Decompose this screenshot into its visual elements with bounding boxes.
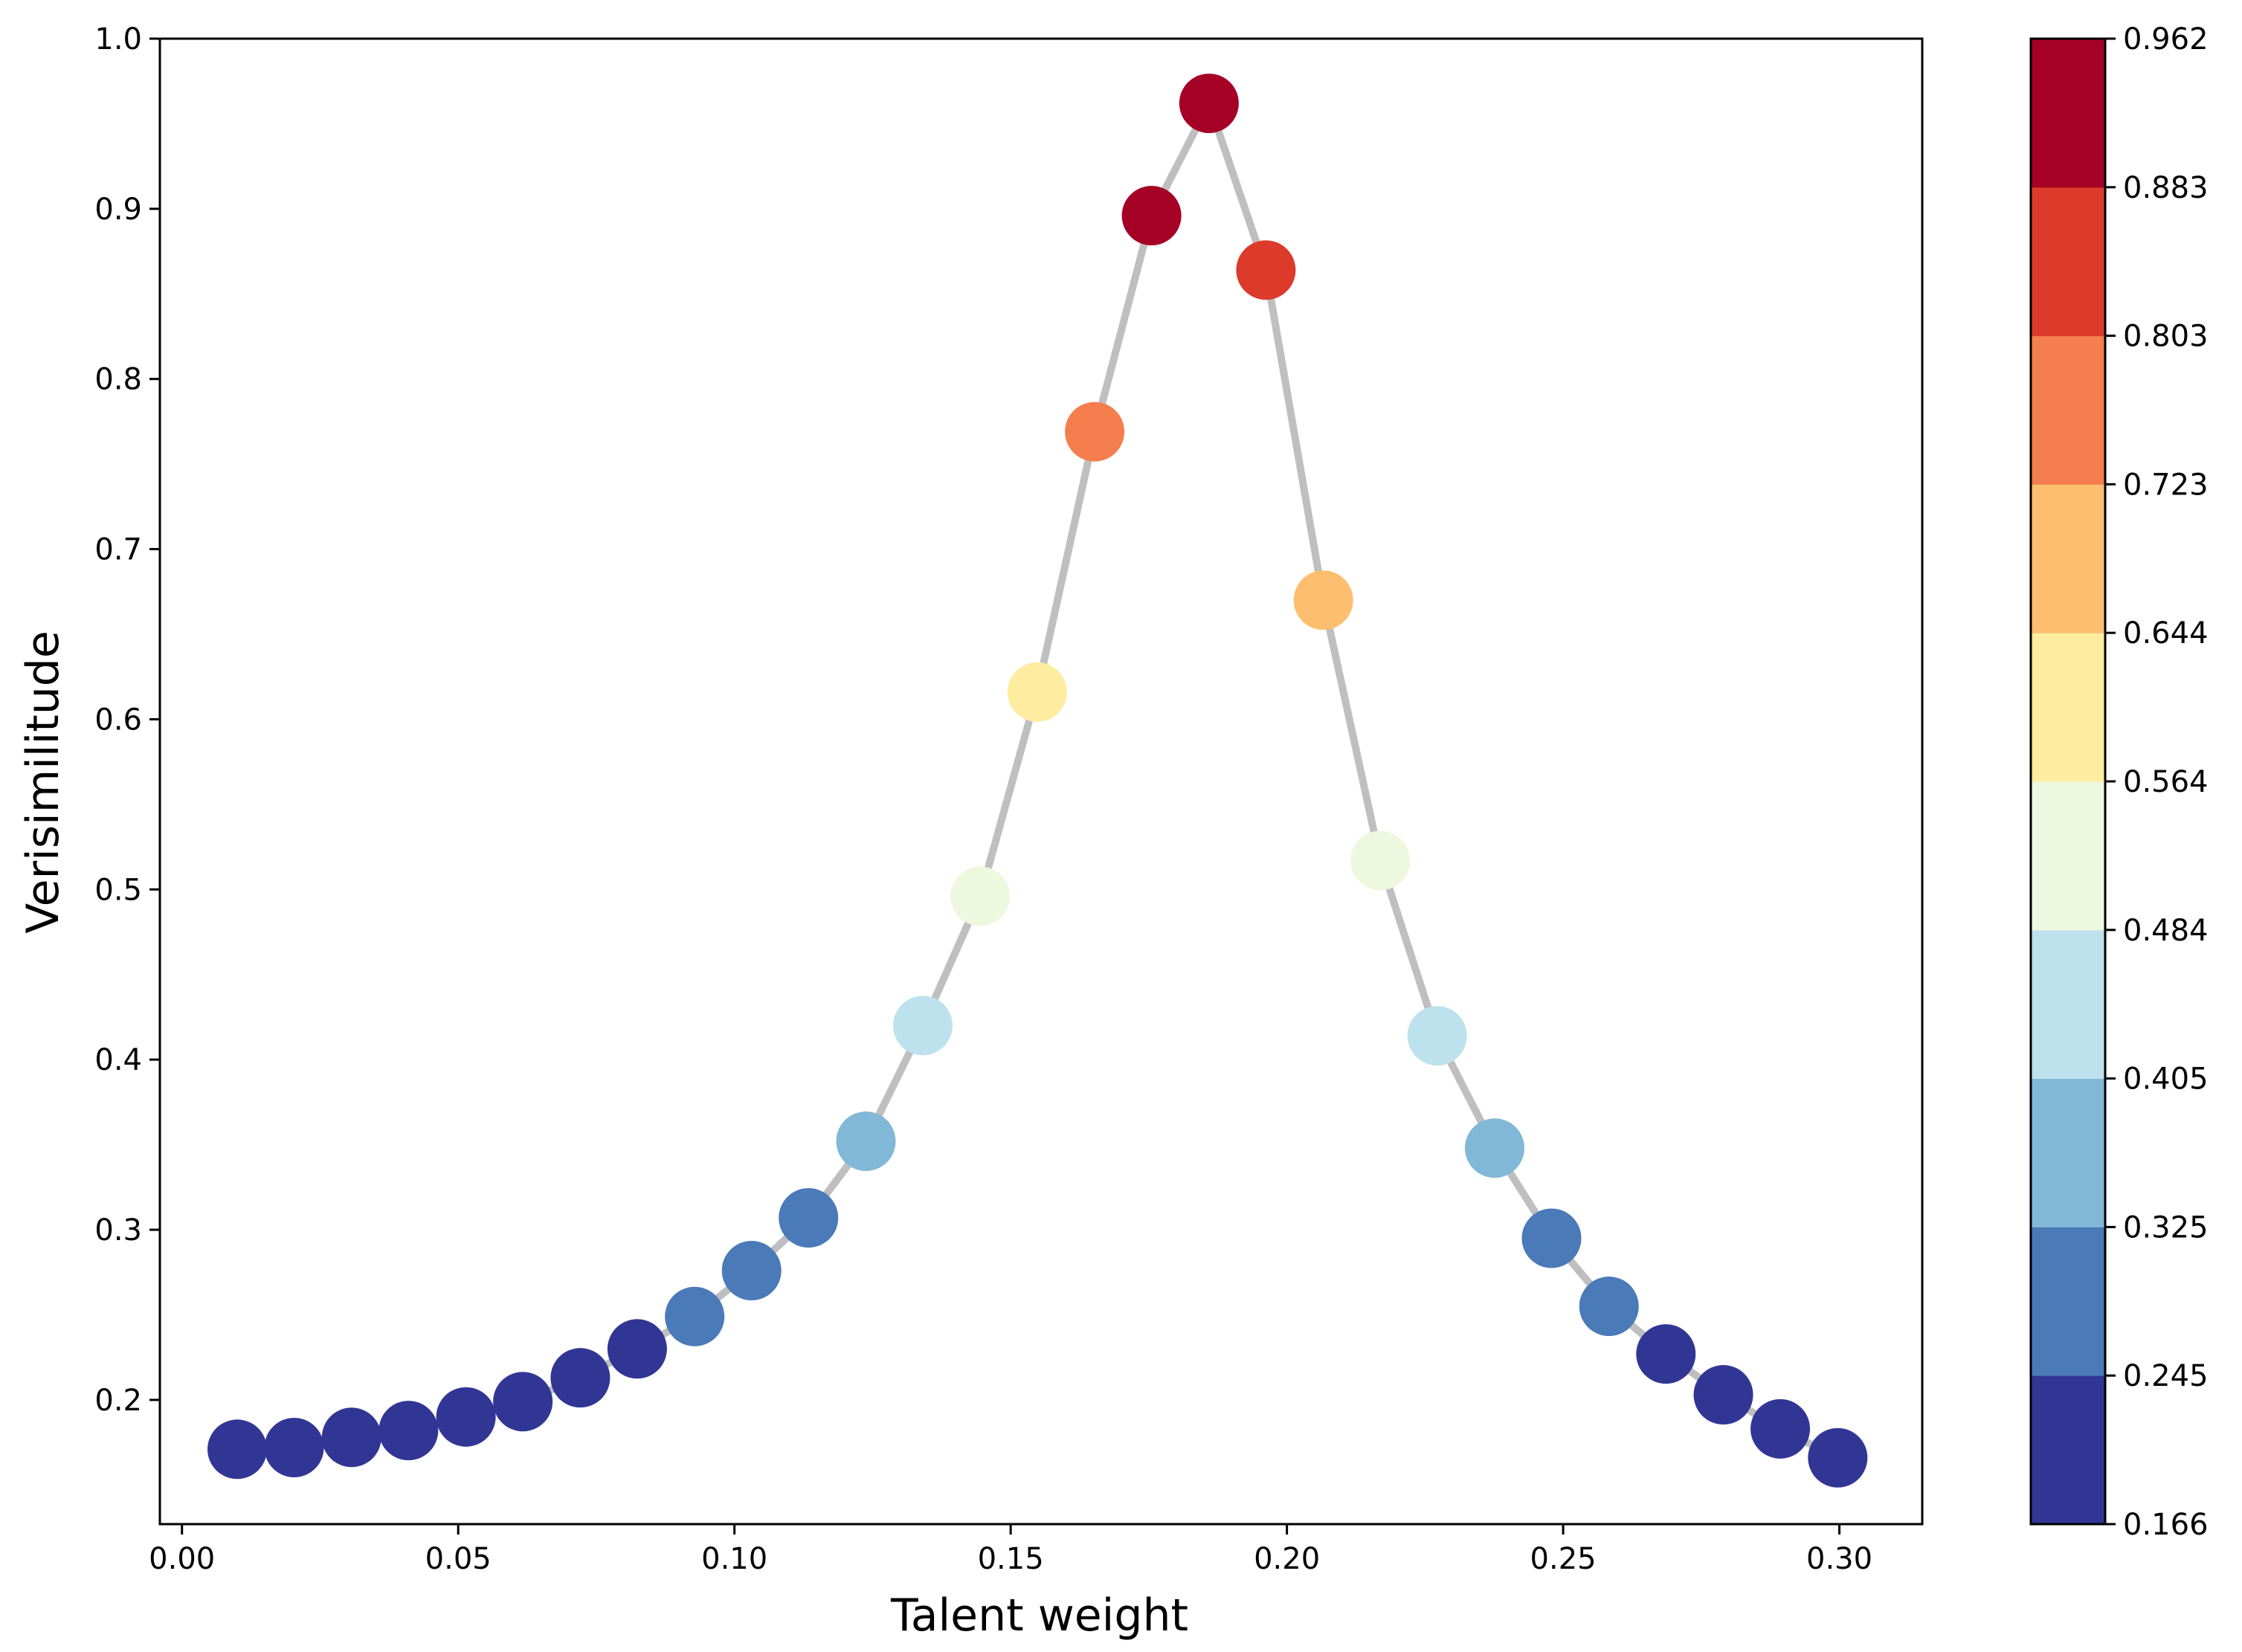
colorbar-segment: [2031, 187, 2105, 337]
y-tick-label: 0.5: [94, 873, 142, 907]
data-point: [1693, 1365, 1753, 1425]
data-point: [1636, 1324, 1696, 1384]
colorbar-segment: [2031, 929, 2105, 1080]
colorbar-segment: [2031, 1227, 2105, 1376]
x-tick-label: 0.30: [1806, 1542, 1872, 1576]
data-point: [779, 1188, 839, 1248]
y-tick-label: 0.7: [94, 533, 142, 567]
data-point: [1750, 1398, 1811, 1459]
data-point: [1350, 830, 1411, 891]
data-point: [893, 996, 953, 1056]
colorbar-tick-label: 0.245: [2123, 1359, 2209, 1393]
x-tick-label: 0.25: [1530, 1542, 1597, 1576]
data-point: [1579, 1277, 1639, 1337]
colorbar-tick-label: 0.962: [2123, 22, 2209, 57]
colorbar-tick-label: 0.166: [2123, 1508, 2209, 1542]
y-tick-label: 0.3: [94, 1213, 142, 1248]
colorbar-tick-label: 0.325: [2123, 1210, 2209, 1245]
data-point: [1121, 186, 1182, 246]
y-tick-label: 0.4: [94, 1043, 142, 1077]
colorbar-tick-label: 0.883: [2123, 171, 2209, 205]
plot-frame: [158, 37, 1924, 1526]
data-point: [321, 1407, 381, 1468]
colorbar-tick-label: 0.405: [2123, 1062, 2209, 1097]
x-axis-ticks: 0.00 0.05 0.10 0.15 0.20 0.25 0.30: [149, 1524, 1872, 1576]
data-point: [1521, 1208, 1582, 1268]
data-point: [493, 1372, 553, 1432]
data-point: [264, 1418, 324, 1478]
colorbar-segment: [2031, 781, 2105, 931]
x-axis-label: Talent weight: [890, 1590, 1188, 1642]
x-tick-label: 0.10: [701, 1542, 767, 1576]
data-point: [379, 1401, 439, 1461]
x-tick-label: 0.00: [149, 1542, 215, 1576]
y-tick-label: 0.2: [94, 1384, 142, 1418]
plot-background: [160, 39, 1922, 1524]
y-axis-ticks: 0.2 0.3 0.4 0.5 0.6 0.7 0.8 0.9 1.0: [94, 22, 160, 1418]
x-tick-label: 0.15: [978, 1542, 1044, 1576]
data-point: [1293, 570, 1353, 630]
y-tick-label: 0.8: [94, 363, 142, 397]
data-point: [607, 1319, 667, 1379]
colorbar-segment: [2031, 39, 2105, 188]
colorbar-segment: [2031, 335, 2105, 485]
colorbar-tick-label: 0.484: [2123, 914, 2209, 948]
colorbar-tick-label: 0.644: [2123, 616, 2209, 651]
colorbar-tick-label: 0.803: [2123, 320, 2209, 354]
colorbar-segment: [2031, 633, 2105, 782]
data-point: [1464, 1118, 1524, 1178]
data-point: [721, 1240, 782, 1300]
data-point: [1065, 401, 1125, 462]
colorbar: [2031, 39, 2105, 1525]
x-tick-label: 0.05: [425, 1542, 492, 1576]
y-tick-label: 0.6: [94, 703, 142, 737]
data-point: [207, 1419, 268, 1480]
data-point: [1808, 1427, 1868, 1488]
colorbar-segment: [2031, 1375, 2105, 1525]
colorbar-tick-label: 0.723: [2123, 468, 2209, 502]
data-point: [950, 866, 1011, 926]
y-axis-label: Verisimilitude: [17, 630, 69, 934]
colorbar-ticks: 0.166 0.245 0.325 0.405 0.484 0.564 0.644 0.723…: [2105, 22, 2209, 1542]
data-point: [1007, 662, 1067, 722]
data-points-layer: [207, 73, 1868, 1488]
data-point: [836, 1111, 896, 1172]
colorbar-segment: [2031, 484, 2105, 633]
data-point: [1407, 1006, 1467, 1066]
x-tick-label: 0.20: [1254, 1542, 1320, 1576]
data-point: [436, 1387, 496, 1447]
colorbar-segment: [2031, 1078, 2105, 1227]
y-tick-label: 0.9: [94, 193, 142, 227]
data-point: [550, 1348, 611, 1408]
colorbar-tick-label: 0.564: [2123, 765, 2209, 799]
data-point: [1179, 73, 1239, 133]
data-point: [665, 1286, 725, 1346]
y-tick-label: 1.0: [94, 22, 142, 57]
data-point: [1236, 240, 1296, 300]
